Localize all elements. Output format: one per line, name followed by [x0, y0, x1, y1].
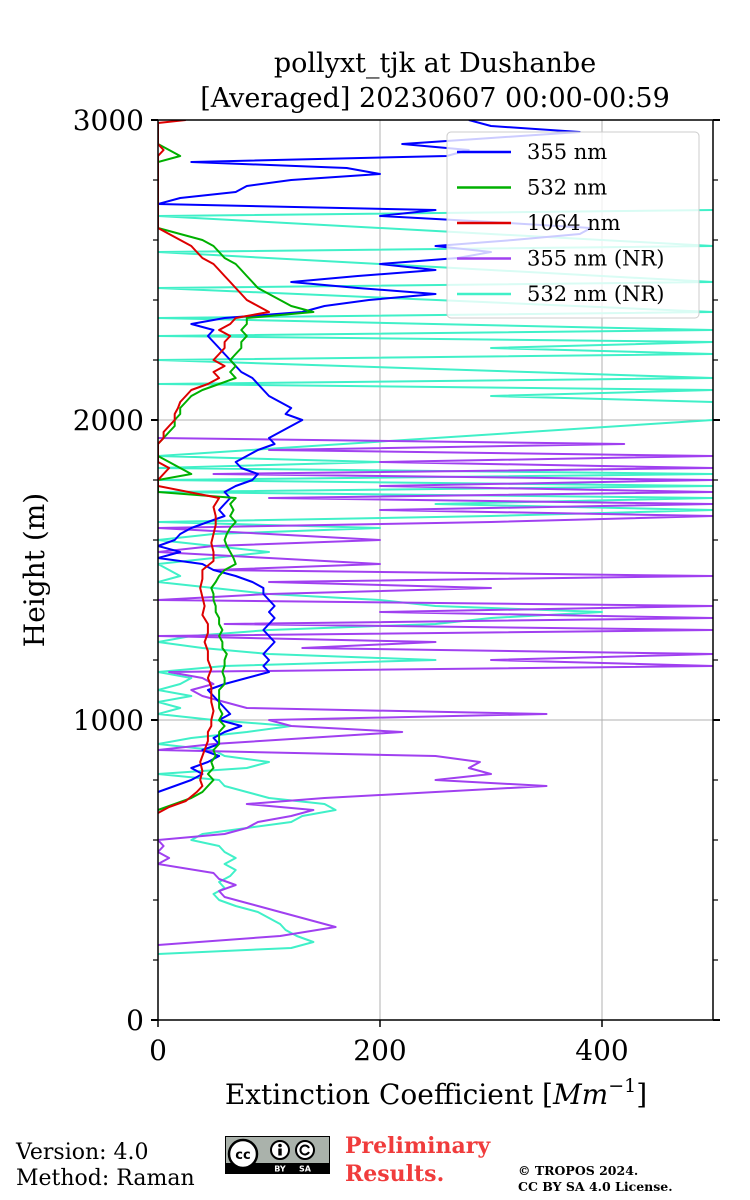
axis-ticks	[151, 119, 720, 1027]
y-tick-label-2: 2000	[73, 404, 144, 437]
svg-text:cc: cc	[235, 1148, 250, 1163]
legend: 355 nm 532 nm 1064 nm 355 nm (NR) 532 nm (NR…	[446, 131, 700, 319]
x-axis-label-exponent: −1	[608, 1075, 636, 1097]
legend-label-3: 355 nm (NR)	[527, 247, 664, 271]
series-line-532-nm	[158, 143, 315, 811]
legend-box	[446, 131, 700, 319]
cc-by-sa-icon: cc BY SA	[225, 1136, 330, 1174]
preliminary-results-text: Preliminary Results.	[345, 1132, 490, 1188]
copyright-line1: © TROPOS 2024.	[518, 1163, 639, 1178]
legend-label-0: 355 nm	[527, 140, 607, 164]
series-line-1064-nm	[158, 120, 270, 814]
x-axis-label-unit: Mm	[552, 1078, 608, 1111]
legend-label-1: 532 nm	[527, 176, 607, 200]
version-text: Version: 4.0	[16, 1140, 149, 1165]
axis-tick-labels: 0 200 400 0 1000 2000 3000	[73, 104, 629, 1067]
copyright-text: © TROPOS 2024. CC BY SA 4.0 License.	[518, 1163, 673, 1195]
y-tick-label-1: 1000	[73, 704, 144, 737]
plot-frame	[157, 119, 714, 1021]
y-axis-label: Height (m)	[18, 493, 51, 647]
preliminary-line1: Preliminary	[345, 1133, 491, 1159]
y-tick-label-3: 3000	[73, 104, 144, 137]
series-line-532-nm-nr-	[158, 209, 713, 955]
x-tick-label-2: 400	[575, 1034, 628, 1067]
x-axis-label: Extinction Coefficient [Mm−1]	[225, 1075, 647, 1111]
extinction-chart: pollyxt_tjk at Dushanbe [Averaged] 20230…	[18, 48, 720, 1111]
x-tick-label-0: 0	[149, 1034, 167, 1067]
legend-label-4: 532 nm (NR)	[527, 282, 664, 306]
preliminary-line2: Results.	[345, 1161, 445, 1187]
badge-sa-text: SA	[299, 1165, 312, 1174]
y-tick-label-0: 0	[126, 1004, 144, 1037]
copyright-line2: CC BY SA 4.0 License.	[518, 1179, 673, 1194]
badge-by-text: BY	[274, 1165, 286, 1174]
x-tick-label-1: 200	[353, 1034, 406, 1067]
chart-title-line1: pollyxt_tjk at Dushanbe	[274, 48, 596, 79]
legend-label-2: 1064 nm	[527, 211, 621, 235]
series-line-355-nm-nr-	[158, 437, 713, 946]
legend-entries: 355 nm 532 nm 1064 nm 355 nm (NR) 532 nm (NR…	[457, 140, 664, 306]
method-text: Method: Raman	[16, 1166, 195, 1191]
chart-title-line2: [Averaged] 20230607 00:00-00:59	[200, 83, 670, 114]
series-layer	[158, 120, 713, 955]
x-axis-label-text: Extinction Coefficient [	[225, 1078, 553, 1111]
x-axis-label-close: ]	[636, 1078, 647, 1111]
